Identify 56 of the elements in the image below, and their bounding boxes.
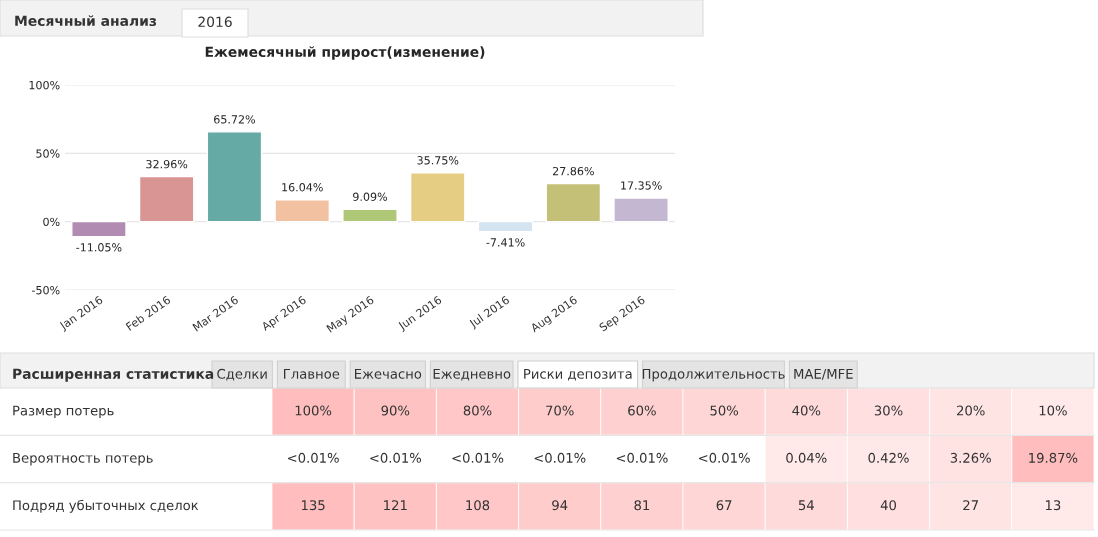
- text: Риски депозита: [524, 369, 632, 381]
- data-label: 27: [963, 500, 978, 510]
- text: <0.01%: [534, 452, 586, 463]
- y-tick-label: 0%: [43, 217, 60, 227]
- data-label: 60%: [628, 405, 656, 416]
- text: Главное: [284, 369, 340, 379]
- text: Расширенная статистика: [13, 368, 214, 382]
- data-label: 0.42%: [868, 452, 909, 463]
- text: Ежедневно: [433, 369, 511, 381]
- y-tick-label: Вероятность потерь: [13, 453, 153, 466]
- data-label: 3.26%: [950, 452, 991, 463]
- data-label: 100%: [295, 405, 332, 416]
- text: Ежечасно: [355, 369, 422, 379]
- text: Сделки: [217, 368, 267, 381]
- data-label: 54: [798, 500, 814, 511]
- chart-title: Ежемесячный прирост(изменение): [205, 46, 485, 60]
- data-label: 0.04%: [786, 452, 827, 463]
- data-label: 40: [880, 500, 897, 511]
- y-tick-label: 100%: [29, 80, 60, 90]
- data-label: -11.05%: [76, 243, 122, 252]
- text: Продолжительность: [642, 369, 785, 382]
- text: <0.01%: [699, 452, 750, 463]
- text: MAE/MFE: [794, 369, 853, 380]
- data-label: 9.09%: [353, 192, 388, 201]
- text: <0.01%: [370, 452, 422, 463]
- data-label: 135: [301, 500, 325, 511]
- data-label: 10%: [1039, 405, 1067, 416]
- data-label: 94: [552, 500, 568, 511]
- data-label: 81: [634, 500, 650, 511]
- data-label: 17.35%: [621, 181, 662, 190]
- data-label: 50%: [710, 405, 739, 416]
- text: 2016: [198, 16, 232, 28]
- data-label: 121: [384, 500, 407, 510]
- data-label: 16.04%: [282, 183, 323, 192]
- text: <0.01%: [616, 452, 668, 463]
- y-tick-label: Подряд убыточных сделок: [13, 499, 199, 513]
- data-label: 65.72%: [214, 115, 256, 124]
- data-label: 35.75%: [417, 156, 459, 165]
- data-label: 108: [466, 500, 490, 511]
- data-label: 19.87%: [1029, 452, 1078, 463]
- text: <0.01%: [452, 452, 504, 463]
- data-label: 13: [1045, 500, 1061, 511]
- data-label: 90%: [381, 405, 410, 416]
- y-tick-label: 50%: [36, 149, 60, 158]
- data-label: 70%: [546, 405, 574, 416]
- y-tick-label: Размер потерь: [13, 405, 114, 419]
- data-label: 30%: [874, 405, 903, 416]
- data-label: -7.41%: [486, 238, 525, 247]
- data-label: 80%: [463, 405, 492, 416]
- data-label: 27.86%: [552, 166, 594, 176]
- data-label: 40%: [792, 405, 821, 416]
- text: Месячный анализ: [15, 15, 157, 27]
- data-label: 32.96%: [146, 159, 188, 169]
- data-label: 20%: [957, 405, 985, 416]
- data-label: 67: [716, 500, 732, 511]
- y-tick-label: -50%: [31, 285, 60, 295]
